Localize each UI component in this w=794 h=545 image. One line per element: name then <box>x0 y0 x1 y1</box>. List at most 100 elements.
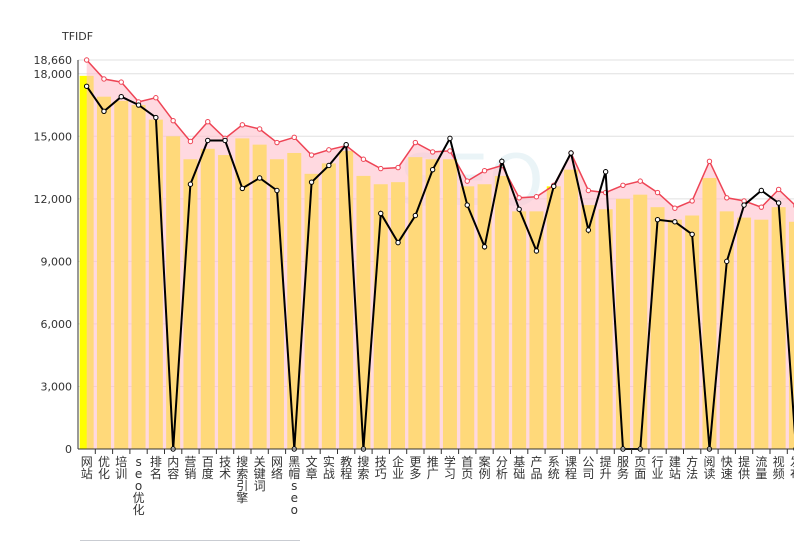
area-point <box>638 179 642 183</box>
line-point <box>154 115 158 119</box>
line-point <box>413 213 417 217</box>
line-point <box>759 188 763 192</box>
x-category-label: 营销 <box>184 455 196 481</box>
x-category-label: 公司 <box>582 455 594 481</box>
x-category-label: 企业 <box>392 454 404 481</box>
line-point <box>257 176 261 180</box>
area-point <box>154 96 158 100</box>
x-category-label: 页面 <box>634 455 646 481</box>
x-category-label: 快速 <box>721 455 733 481</box>
area-point <box>448 149 452 153</box>
x-category-label: 优化 <box>98 455 110 481</box>
line-point <box>517 207 521 211</box>
area-point <box>309 153 313 157</box>
x-category-label: 排名 <box>150 455 162 481</box>
x-category-label: 实战 <box>323 454 335 481</box>
area-point <box>379 166 383 170</box>
x-category-label: 百度 <box>202 455 214 481</box>
x-category-label: 建站 <box>669 455 681 481</box>
area-point <box>292 135 296 139</box>
line-point <box>223 138 227 142</box>
y-tick-label: 3,000 <box>41 380 73 393</box>
x-category-label: 阅读 <box>703 455 715 481</box>
x-category-label: 网站 <box>81 455 93 481</box>
x-category-label: 流量 <box>755 455 767 481</box>
x-category-label: 行业 <box>652 455 664 481</box>
area-point <box>361 157 365 161</box>
line-point <box>742 203 746 207</box>
line-point <box>673 220 677 224</box>
x-category-label: 视频 <box>773 454 785 481</box>
x-category-label: 课程 <box>565 455 577 481</box>
x-category-label: 案例 <box>479 454 491 481</box>
line-point <box>552 184 556 188</box>
area-point <box>257 127 261 131</box>
x-category-label: 搜索 <box>357 454 369 481</box>
x-category-label: 方法 <box>686 454 698 481</box>
x-category-label: 内容 <box>167 455 179 481</box>
area-point <box>776 187 780 191</box>
line-point <box>586 228 590 232</box>
x-category-label: 学习 <box>444 454 456 481</box>
area-point <box>84 58 88 62</box>
y-tick-label: 15,000 <box>34 130 73 143</box>
line-point <box>188 182 192 186</box>
area-point <box>725 196 729 200</box>
area-point <box>188 139 192 143</box>
area-point <box>240 123 244 127</box>
area-point <box>534 195 538 199</box>
line-point <box>275 188 279 192</box>
area-point <box>465 179 469 183</box>
x-category-label: 分析 <box>496 455 508 481</box>
horizontal-scrollbar[interactable] <box>80 540 300 545</box>
x-category-label: 发布 <box>790 454 794 481</box>
x-category-label: 文章 <box>306 454 318 481</box>
x-category-label: 网络 <box>271 455 283 481</box>
y-tick-label: 6,000 <box>41 318 73 331</box>
x-category-label: 首页 <box>461 455 473 481</box>
line-point <box>690 232 694 236</box>
line-point <box>84 84 88 88</box>
x-category-label: 更多 <box>409 455 421 481</box>
line-point <box>430 167 434 171</box>
line-point <box>482 245 486 249</box>
line-point <box>102 109 106 113</box>
area-point <box>621 183 625 187</box>
line-point <box>448 136 452 140</box>
x-category-label: 搜索引擎 <box>236 454 248 505</box>
x-category-label: 提升 <box>600 454 612 481</box>
line-point <box>655 217 659 221</box>
line-point <box>240 186 244 190</box>
x-category-label: 技术 <box>219 455 231 481</box>
y-tick-label: 0 <box>65 443 72 456</box>
line-point <box>534 249 538 253</box>
x-category-label: 培训 <box>115 454 127 481</box>
x-category-label: 系统 <box>548 455 560 481</box>
area-point <box>759 205 763 209</box>
x-category-label: 基础 <box>513 455 525 481</box>
area-point <box>327 148 331 152</box>
line-point <box>725 259 729 263</box>
line-point <box>206 138 210 142</box>
line-point <box>465 203 469 207</box>
y-tick-label: 12,000 <box>34 193 73 206</box>
line-point <box>776 201 780 205</box>
area-point <box>275 140 279 144</box>
area-point <box>690 199 694 203</box>
area-fill <box>87 60 794 449</box>
y-tick-label: 9,000 <box>41 255 73 268</box>
y-tick-label: 18,660 <box>34 54 73 67</box>
area-point <box>430 150 434 154</box>
area-point <box>102 77 106 81</box>
x-category-label: 服务 <box>617 455 629 481</box>
area-point <box>707 159 711 163</box>
x-category-label: 推广 <box>427 455 439 481</box>
area-point <box>119 80 123 84</box>
area-point <box>482 168 486 172</box>
line-point <box>309 180 313 184</box>
line-point <box>569 151 573 155</box>
line-point <box>396 240 400 244</box>
